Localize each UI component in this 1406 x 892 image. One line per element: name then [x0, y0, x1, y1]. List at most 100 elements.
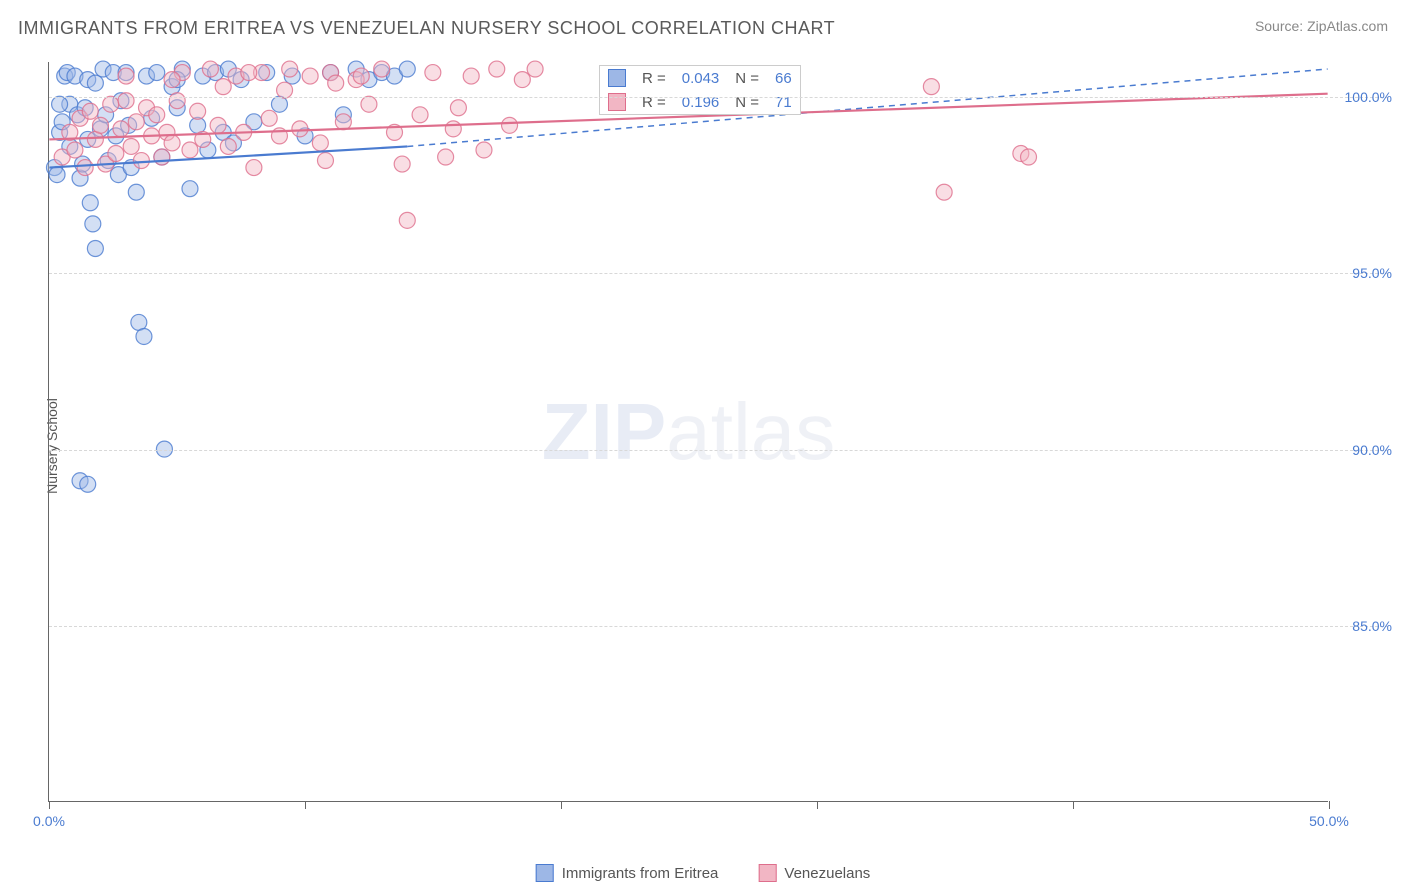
- data-point: [220, 138, 236, 154]
- data-point: [77, 160, 93, 176]
- legend-bottom-item: Venezuelans: [758, 864, 870, 882]
- data-point: [317, 153, 333, 169]
- data-point: [182, 142, 198, 158]
- x-tick: [1329, 801, 1330, 809]
- data-point: [87, 241, 103, 257]
- x-tick-label: 0.0%: [33, 813, 65, 829]
- y-tick-label: 100.0%: [1345, 89, 1392, 105]
- data-point: [335, 114, 351, 130]
- y-tick-label: 95.0%: [1352, 265, 1392, 281]
- data-point: [123, 138, 139, 154]
- data-point: [241, 65, 257, 81]
- trend-line-extrapolation: [407, 69, 1327, 146]
- legend-correlation-box: R =0.043N =66R =0.196N =71: [599, 65, 801, 115]
- gridline: [49, 97, 1388, 98]
- legend-bottom-item: Immigrants from Eritrea: [536, 864, 719, 882]
- y-tick-label: 85.0%: [1352, 618, 1392, 634]
- data-point: [514, 72, 530, 88]
- data-point: [67, 142, 83, 158]
- data-point: [438, 149, 454, 165]
- data-point: [302, 68, 318, 84]
- gridline: [49, 626, 1388, 627]
- legend-r-label: R =: [634, 90, 674, 114]
- gridline: [49, 450, 1388, 451]
- data-point: [399, 212, 415, 228]
- data-point: [149, 107, 165, 123]
- data-point: [108, 146, 124, 162]
- legend-n-value: 66: [767, 66, 800, 90]
- data-point: [292, 121, 308, 137]
- x-tick: [305, 801, 306, 809]
- data-point: [1021, 149, 1037, 165]
- chart-title: IMMIGRANTS FROM ERITREA VS VENEZUELAN NU…: [18, 18, 835, 39]
- data-point: [502, 117, 518, 133]
- data-point: [463, 68, 479, 84]
- data-point: [136, 328, 152, 344]
- data-point: [328, 75, 344, 91]
- legend-swatch: [536, 864, 554, 882]
- data-point: [202, 61, 218, 77]
- y-tick-label: 90.0%: [1352, 442, 1392, 458]
- data-point: [476, 142, 492, 158]
- legend-r-value: 0.196: [674, 90, 728, 114]
- data-point: [128, 114, 144, 130]
- data-point: [412, 107, 428, 123]
- data-point: [118, 93, 134, 109]
- data-point: [374, 61, 390, 77]
- data-point: [82, 103, 98, 119]
- legend-n-label: N =: [727, 90, 767, 114]
- data-point: [190, 103, 206, 119]
- plot-area: ZIPatlas R =0.043N =66R =0.196N =71 85.0…: [48, 62, 1328, 802]
- data-point: [118, 68, 134, 84]
- data-point: [128, 184, 144, 200]
- data-point: [85, 216, 101, 232]
- data-point: [133, 153, 149, 169]
- source-label: Source: ZipAtlas.com: [1255, 18, 1388, 34]
- data-point: [93, 117, 109, 133]
- x-tick: [1073, 801, 1074, 809]
- x-tick: [49, 801, 50, 809]
- plot-svg: [49, 62, 1328, 801]
- data-point: [450, 100, 466, 116]
- data-point: [246, 160, 262, 176]
- data-point: [164, 72, 180, 88]
- data-point: [261, 110, 277, 126]
- data-point: [215, 79, 231, 95]
- legend-n-label: N =: [727, 66, 767, 90]
- legend-row: R =0.043N =66: [600, 66, 800, 90]
- data-point: [113, 121, 129, 137]
- data-point: [399, 61, 415, 77]
- data-point: [489, 61, 505, 77]
- data-point: [154, 149, 170, 165]
- data-point: [527, 61, 543, 77]
- data-point: [425, 65, 441, 81]
- legend-series-label: Venezuelans: [784, 865, 870, 882]
- data-point: [103, 96, 119, 112]
- data-point: [361, 96, 377, 112]
- legend-bottom: Immigrants from Eritrea Venezuelans: [536, 864, 871, 882]
- data-point: [164, 135, 180, 151]
- data-point: [277, 82, 293, 98]
- data-point: [394, 156, 410, 172]
- legend-r-label: R =: [634, 66, 674, 90]
- x-tick: [817, 801, 818, 809]
- data-point: [210, 117, 226, 133]
- legend-swatch: [608, 69, 626, 87]
- legend-row: R =0.196N =71: [600, 90, 800, 114]
- x-tick-label: 50.0%: [1309, 813, 1349, 829]
- data-point: [923, 79, 939, 95]
- x-tick: [561, 801, 562, 809]
- chart-header: IMMIGRANTS FROM ERITREA VS VENEZUELAN NU…: [18, 18, 1388, 39]
- data-point: [82, 195, 98, 211]
- data-point: [445, 121, 461, 137]
- legend-swatch: [608, 93, 626, 111]
- data-point: [149, 65, 165, 81]
- legend-n-value: 71: [767, 90, 800, 114]
- legend-swatch: [758, 864, 776, 882]
- data-point: [49, 167, 65, 183]
- gridline: [49, 273, 1388, 274]
- data-point: [87, 75, 103, 91]
- legend-series-label: Immigrants from Eritrea: [562, 865, 719, 882]
- data-point: [282, 61, 298, 77]
- data-point: [80, 476, 96, 492]
